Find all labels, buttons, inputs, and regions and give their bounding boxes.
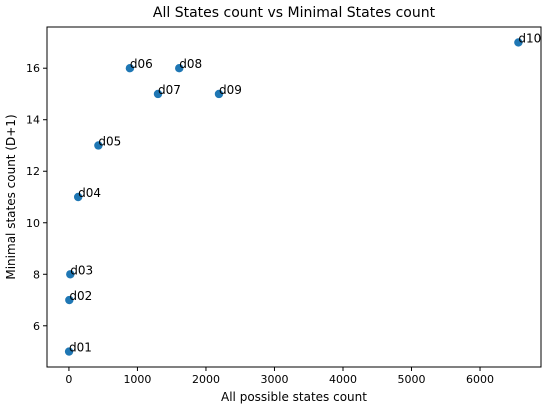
x-tick-label: 2000: [192, 373, 220, 386]
y-tick-label: 6: [33, 320, 40, 333]
x-tick-label: 3000: [260, 373, 288, 386]
scatter-point-d07: [153, 89, 163, 99]
x-tick-label: 4000: [329, 373, 357, 386]
ticks-layer: 0 1000 2000 3000 4000 5000 6000 6 8 10 12 14 16: [26, 62, 494, 386]
y-tick-label: 14: [26, 114, 40, 127]
point-label-d05: d05: [98, 134, 121, 148]
scatter-point-d10: [514, 38, 523, 47]
point-label-d08: d08: [179, 57, 202, 71]
x-tick-label: 0: [65, 373, 72, 386]
points-layer: d01 d02 d03 d04 d05 d06 d07 d08 d09 d10: [64, 31, 541, 356]
scatter-point-d04: [73, 192, 83, 202]
x-tick-label: 5000: [398, 373, 426, 386]
scatter-point-d03: [66, 270, 75, 279]
y-axis-label: Minimal states count (D+1): [4, 114, 18, 279]
point-label-d03: d03: [70, 263, 93, 277]
x-tick-label: 1000: [123, 373, 151, 386]
scatter-point-d06: [125, 64, 135, 73]
x-tick-label: 6000: [466, 373, 494, 386]
y-tick-label: 10: [26, 217, 40, 230]
scatter-point-d01: [64, 347, 74, 356]
scatter-point-d05: [94, 141, 103, 150]
y-tick-label: 12: [26, 165, 40, 178]
chart-title: All States count vs Minimal States count: [153, 5, 436, 21]
y-tick-label: 8: [33, 268, 40, 281]
scatter-point-d02: [65, 295, 74, 305]
point-label-d01: d01: [69, 341, 92, 355]
point-label-d02: d02: [69, 289, 92, 303]
scatter-point-d09: [214, 89, 224, 99]
scatter-point-d08: [175, 64, 184, 73]
x-axis-label: All possible states count: [221, 390, 367, 404]
point-label-d04: d04: [78, 186, 101, 200]
plot-frame: [46, 26, 542, 368]
point-label-d10: d10: [518, 31, 541, 45]
point-label-d06: d06: [130, 57, 153, 71]
point-label-d09: d09: [219, 83, 242, 97]
point-label-d07: d07: [158, 83, 181, 97]
y-tick-label: 16: [26, 62, 40, 75]
